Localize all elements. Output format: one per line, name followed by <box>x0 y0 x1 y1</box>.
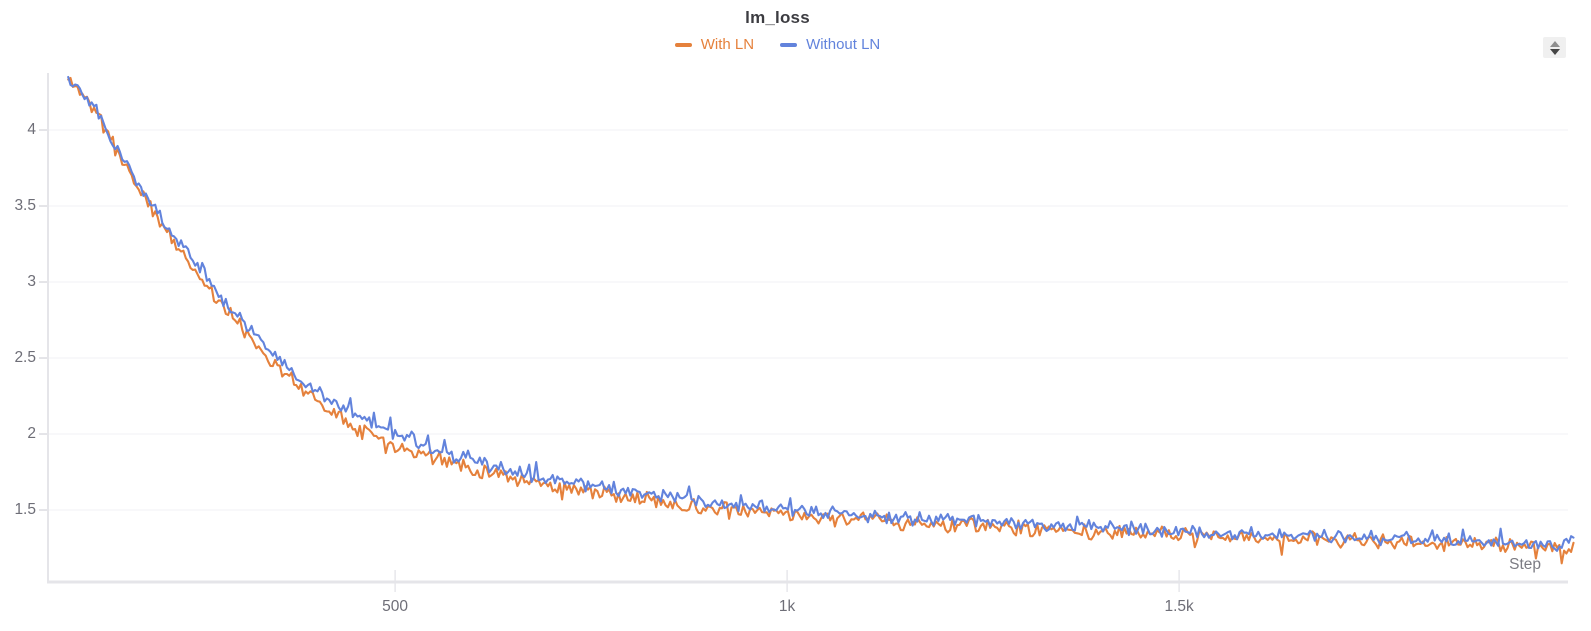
y-tick-label: 3.5 <box>14 197 36 214</box>
x-tick-label: 500 <box>382 598 409 615</box>
legend-dash-icon <box>780 42 798 47</box>
y-tick-label: 3 <box>27 273 36 290</box>
x-tick-label: 1k <box>778 598 796 615</box>
chart-height-stepper[interactable] <box>1543 37 1566 58</box>
chevron-down-icon <box>1549 48 1560 55</box>
y-tick-label: 1.5 <box>14 501 36 518</box>
chart-legend: With LN Without LN <box>0 36 1555 53</box>
y-tick-label: 4 <box>27 121 36 138</box>
chevron-up-icon <box>1549 40 1560 47</box>
y-tick-label: 2 <box>27 425 36 442</box>
y-tick-label: 2.5 <box>14 349 36 366</box>
legend-item-with-ln[interactable]: With LN <box>674 36 755 53</box>
chart-header: lm_loss With LN Without LN <box>0 8 1555 53</box>
legend-item-without-ln[interactable]: Without LN <box>780 36 880 53</box>
chart-title: lm_loss <box>745 8 810 27</box>
x-tick-label: 1.5k <box>1164 598 1194 615</box>
legend-dash-icon <box>674 42 692 47</box>
legend-label-without-ln: Without LN <box>806 36 881 53</box>
legend-label-with-ln: With LN <box>700 36 755 53</box>
